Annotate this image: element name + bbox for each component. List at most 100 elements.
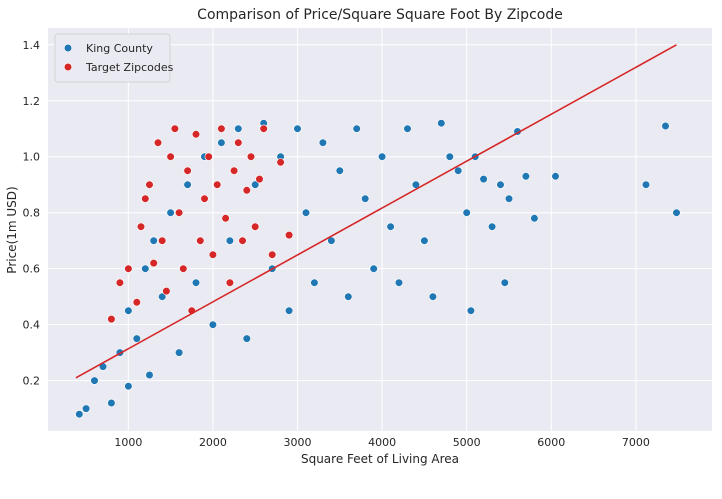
- legend-label-target-zipcodes: Target Zipcodes: [85, 61, 174, 74]
- data-point-king-county: [107, 398, 116, 408]
- data-point-king-county: [217, 138, 226, 147]
- data-point-target-zipcodes: [158, 236, 167, 245]
- y-tick-label: 1.4: [23, 39, 41, 52]
- data-point-king-county: [310, 278, 319, 287]
- data-point-king-county: [124, 382, 133, 391]
- x-tick-label: 5000: [453, 436, 481, 449]
- data-point-king-county: [242, 334, 251, 343]
- data-point-king-county: [166, 208, 175, 217]
- data-point-target-zipcodes: [153, 138, 163, 147]
- data-point-king-county: [158, 292, 167, 301]
- data-point-king-county: [175, 348, 184, 357]
- data-point-target-zipcodes: [124, 264, 133, 273]
- data-point-king-county: [500, 278, 509, 287]
- y-tick-label: 0.2: [23, 375, 41, 388]
- data-point-target-zipcodes: [242, 186, 251, 195]
- y-tick-label: 1.2: [23, 95, 41, 108]
- data-point-target-zipcodes: [141, 194, 150, 203]
- data-point-target-zipcodes: [234, 138, 243, 147]
- data-point-target-zipcodes: [221, 214, 230, 223]
- data-point-king-county: [420, 236, 429, 245]
- legend-label-king-county: King County: [86, 42, 153, 55]
- data-point-target-zipcodes: [196, 236, 205, 245]
- data-point-king-county: [479, 175, 488, 184]
- data-point-king-county: [293, 124, 302, 133]
- data-point-king-county: [208, 320, 217, 329]
- legend: King County Target Zipcodes: [54, 33, 174, 83]
- data-point-king-county: [81, 404, 91, 413]
- y-axis-label: Price(1m USD): [5, 186, 19, 273]
- x-tick-label: 7000: [622, 436, 650, 449]
- data-point-target-zipcodes: [217, 124, 226, 133]
- data-point-king-county: [466, 306, 476, 315]
- data-point-king-county: [141, 264, 150, 273]
- data-point-target-zipcodes: [213, 180, 222, 189]
- data-point-target-zipcodes: [145, 180, 154, 189]
- data-point-king-county: [251, 180, 260, 189]
- data-point-king-county: [530, 214, 539, 223]
- regression-line: [75, 44, 677, 379]
- data-point-king-county: [496, 180, 505, 189]
- data-point-king-county: [352, 124, 361, 133]
- data-point-target-zipcodes: [175, 208, 184, 217]
- data-point-king-county: [462, 208, 471, 217]
- data-point-king-county: [149, 236, 158, 245]
- legend-marker-king-county: [63, 43, 73, 53]
- data-point-king-county: [394, 278, 404, 287]
- data-point-king-county: [234, 124, 243, 133]
- data-point-target-zipcodes: [204, 152, 213, 161]
- data-point-target-zipcodes: [259, 124, 268, 133]
- x-tick-label: 1000: [114, 436, 142, 449]
- data-point-king-county: [145, 370, 154, 380]
- data-point-target-zipcodes: [166, 152, 175, 161]
- y-tick-label: 0.8: [23, 207, 41, 220]
- data-point-target-zipcodes: [255, 175, 264, 184]
- data-point-king-county: [344, 292, 353, 301]
- data-point-target-zipcodes: [230, 166, 239, 175]
- data-point-king-county: [661, 121, 670, 131]
- data-point-king-county: [191, 278, 201, 287]
- y-tick-label: 0.6: [23, 263, 41, 276]
- data-point-king-county: [641, 180, 651, 189]
- data-point-target-zipcodes: [183, 166, 192, 175]
- data-point-king-county: [378, 152, 387, 161]
- data-point-target-zipcodes: [132, 298, 141, 307]
- data-point-king-county: [488, 222, 497, 231]
- data-point-target-zipcodes: [179, 264, 188, 273]
- data-point-king-county: [386, 222, 395, 231]
- data-point-target-zipcodes: [225, 278, 234, 287]
- legend-marker-target-zipcodes: [63, 62, 73, 72]
- data-point-king-county: [445, 152, 454, 161]
- x-tick-label: 2000: [199, 436, 227, 449]
- data-point-king-county: [428, 292, 438, 301]
- data-point-target-zipcodes: [246, 152, 256, 161]
- chart-title: Comparison of Price/Square Square Foot B…: [197, 7, 563, 23]
- data-point-king-county: [124, 306, 133, 315]
- data-point-king-county: [361, 194, 370, 203]
- data-point-target-zipcodes: [251, 222, 260, 231]
- y-tick-label: 1.0: [23, 151, 41, 164]
- data-point-king-county: [672, 208, 681, 217]
- x-tick-label: 4000: [368, 436, 396, 449]
- data-point-target-zipcodes: [276, 158, 285, 167]
- y-axis: 0.2 0.4 0.6 0.8 1.0 1.2 1.4: [23, 39, 41, 388]
- data-point-king-county: [369, 264, 378, 273]
- x-axis: 1000 2000 3000 4000 5000 6000 7000: [114, 436, 650, 449]
- x-axis-label: Square Feet of Living Area: [301, 452, 459, 466]
- data-point-target-zipcodes: [107, 315, 116, 324]
- data-point-king-county: [504, 194, 514, 203]
- data-point-king-county: [225, 236, 234, 245]
- data-point-target-zipcodes: [208, 250, 217, 259]
- x-tick-label: 3000: [284, 436, 312, 449]
- data-point-king-county: [301, 208, 311, 217]
- data-point-king-county: [90, 376, 99, 385]
- data-point-king-county: [454, 166, 463, 175]
- data-point-target-zipcodes: [170, 124, 179, 133]
- data-point-king-county: [437, 119, 446, 128]
- data-point-target-zipcodes: [285, 231, 294, 240]
- data-point-king-county: [183, 180, 192, 189]
- plot-area: [48, 28, 712, 431]
- regression-line-path: [75, 44, 677, 379]
- legend-box: [54, 33, 171, 83]
- x-tick-label: 6000: [537, 436, 565, 449]
